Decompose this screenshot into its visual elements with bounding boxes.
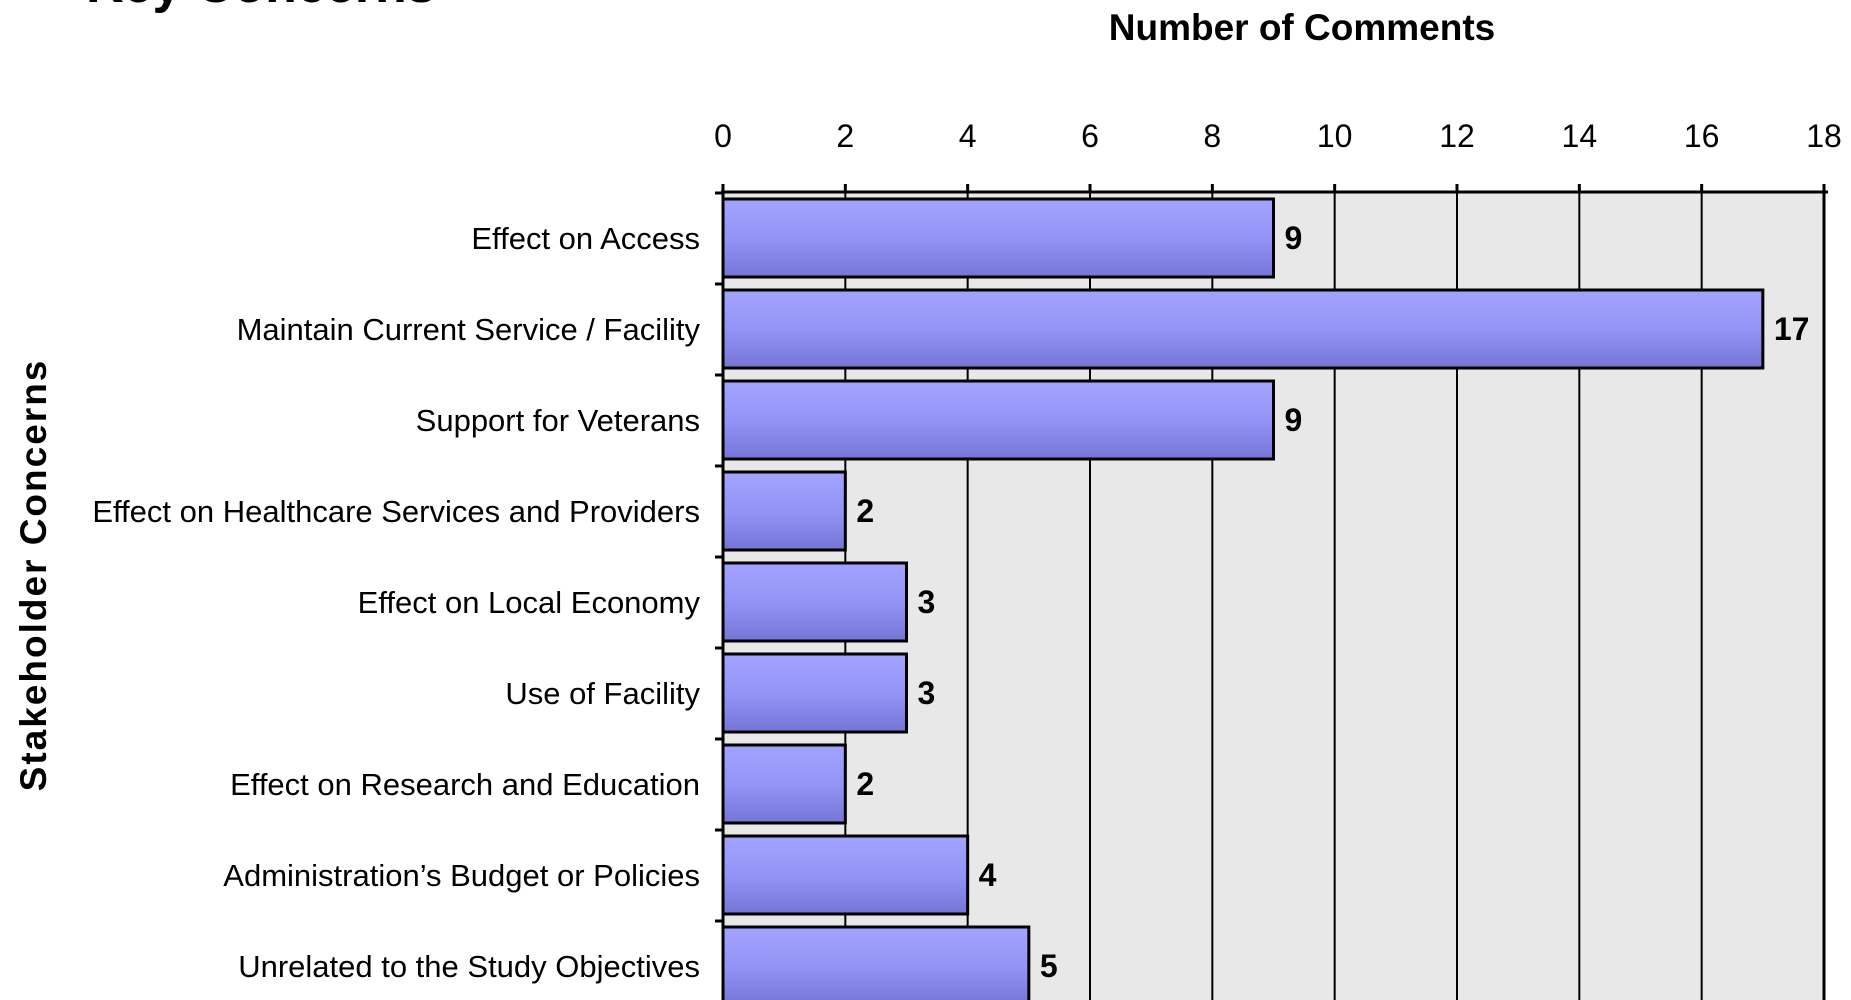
category-label-8: Unrelated to the Study Objectives xyxy=(238,949,700,984)
bar-0 xyxy=(721,197,1275,279)
slide-title: Key Concerns xyxy=(86,0,436,14)
bar-3 xyxy=(721,470,847,552)
x-tick-label-8: 8 xyxy=(1203,118,1221,154)
bar-5 xyxy=(721,652,908,734)
x-axis-title: Number of Comments xyxy=(1109,7,1495,48)
x-tick-label-16: 16 xyxy=(1684,118,1720,154)
category-label-0: Effect on Access xyxy=(471,221,700,256)
category-labels: Effect on Access Maintain Current Service… xyxy=(92,221,700,984)
bar-2 xyxy=(721,379,1275,461)
data-label-8: 5 xyxy=(1040,948,1058,984)
x-tick-label-18: 18 xyxy=(1806,118,1842,154)
category-label-2: Support for Veterans xyxy=(416,403,700,438)
x-tick-label-14: 14 xyxy=(1562,118,1598,154)
category-label-1: Maintain Current Service / Facility xyxy=(237,312,701,347)
category-label-7: Administration’s Budget or Policies xyxy=(223,858,700,893)
x-tick-label-0: 0 xyxy=(714,118,732,154)
x-tick-label-2: 2 xyxy=(836,118,854,154)
y-axis-title: Stakeholder Concerns xyxy=(13,359,54,792)
bar-6 xyxy=(721,743,847,825)
x-tick-label-4: 4 xyxy=(959,118,977,154)
data-label-2: 9 xyxy=(1285,402,1303,438)
category-label-4: Effect on Local Economy xyxy=(358,585,701,620)
x-tick-label-12: 12 xyxy=(1439,118,1475,154)
category-label-3: Effect on Healthcare Services and Provid… xyxy=(92,494,700,529)
data-labels: 9 17 9 2 3 3 2 4 5 xyxy=(856,220,1809,984)
data-label-6: 2 xyxy=(856,766,874,802)
data-label-5: 3 xyxy=(918,675,936,711)
category-label-5: Use of Facility xyxy=(505,676,700,711)
bar-1 xyxy=(721,288,1765,370)
category-label-6: Effect on Research and Education xyxy=(230,767,700,802)
data-label-0: 9 xyxy=(1285,220,1303,256)
data-label-1: 17 xyxy=(1774,311,1810,347)
bar-8 xyxy=(721,925,1031,1000)
data-label-4: 3 xyxy=(918,584,936,620)
bar-4 xyxy=(721,561,908,643)
x-tick-label-6: 6 xyxy=(1081,118,1099,154)
bar-7 xyxy=(721,834,970,916)
bars xyxy=(721,197,1765,1000)
data-label-3: 2 xyxy=(856,493,874,529)
data-label-7: 4 xyxy=(979,857,997,893)
x-tick-label-10: 10 xyxy=(1317,118,1353,154)
x-tick-labels: 0 2 4 6 8 10 12 14 16 18 xyxy=(714,118,1842,154)
